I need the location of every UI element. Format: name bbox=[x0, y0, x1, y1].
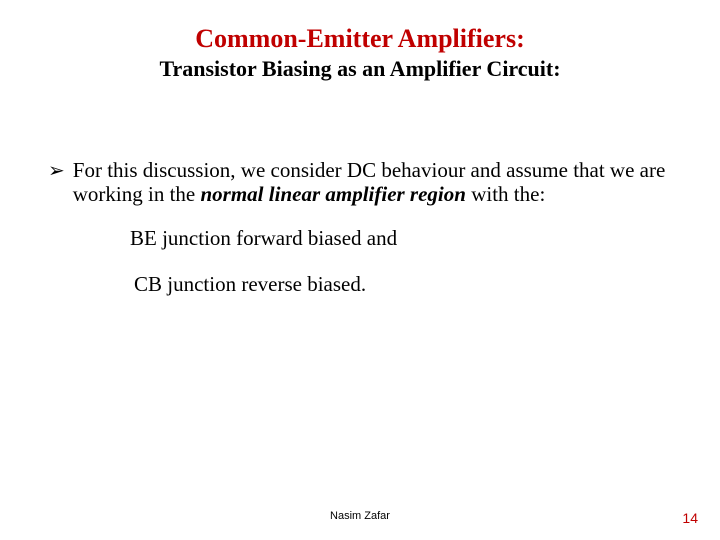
bullet-text: For this discussion, we consider DC beha… bbox=[73, 158, 672, 206]
footer-author: Nasim Zafar bbox=[0, 510, 720, 522]
page-number: 14 bbox=[682, 510, 698, 526]
subpoints: BE junction forward biased and CB juncti… bbox=[48, 226, 672, 296]
bullet-arrow-icon: ➢ bbox=[48, 159, 65, 183]
title-block: Common-Emitter Amplifiers: Transistor Bi… bbox=[0, 0, 720, 82]
bullet-item: ➢ For this discussion, we consider DC be… bbox=[48, 158, 672, 206]
slide-main-title: Common-Emitter Amplifiers: bbox=[0, 24, 720, 54]
subpoint-be: BE junction forward biased and bbox=[130, 226, 672, 250]
subpoint-cb: CB junction reverse biased. bbox=[134, 272, 672, 296]
slide-body: ➢ For this discussion, we consider DC be… bbox=[0, 82, 720, 296]
bullet-text-post: with the: bbox=[466, 182, 545, 206]
slide-subtitle: Transistor Biasing as an Amplifier Circu… bbox=[0, 56, 720, 82]
bullet-text-emphasis: normal linear amplifier region bbox=[201, 182, 466, 206]
